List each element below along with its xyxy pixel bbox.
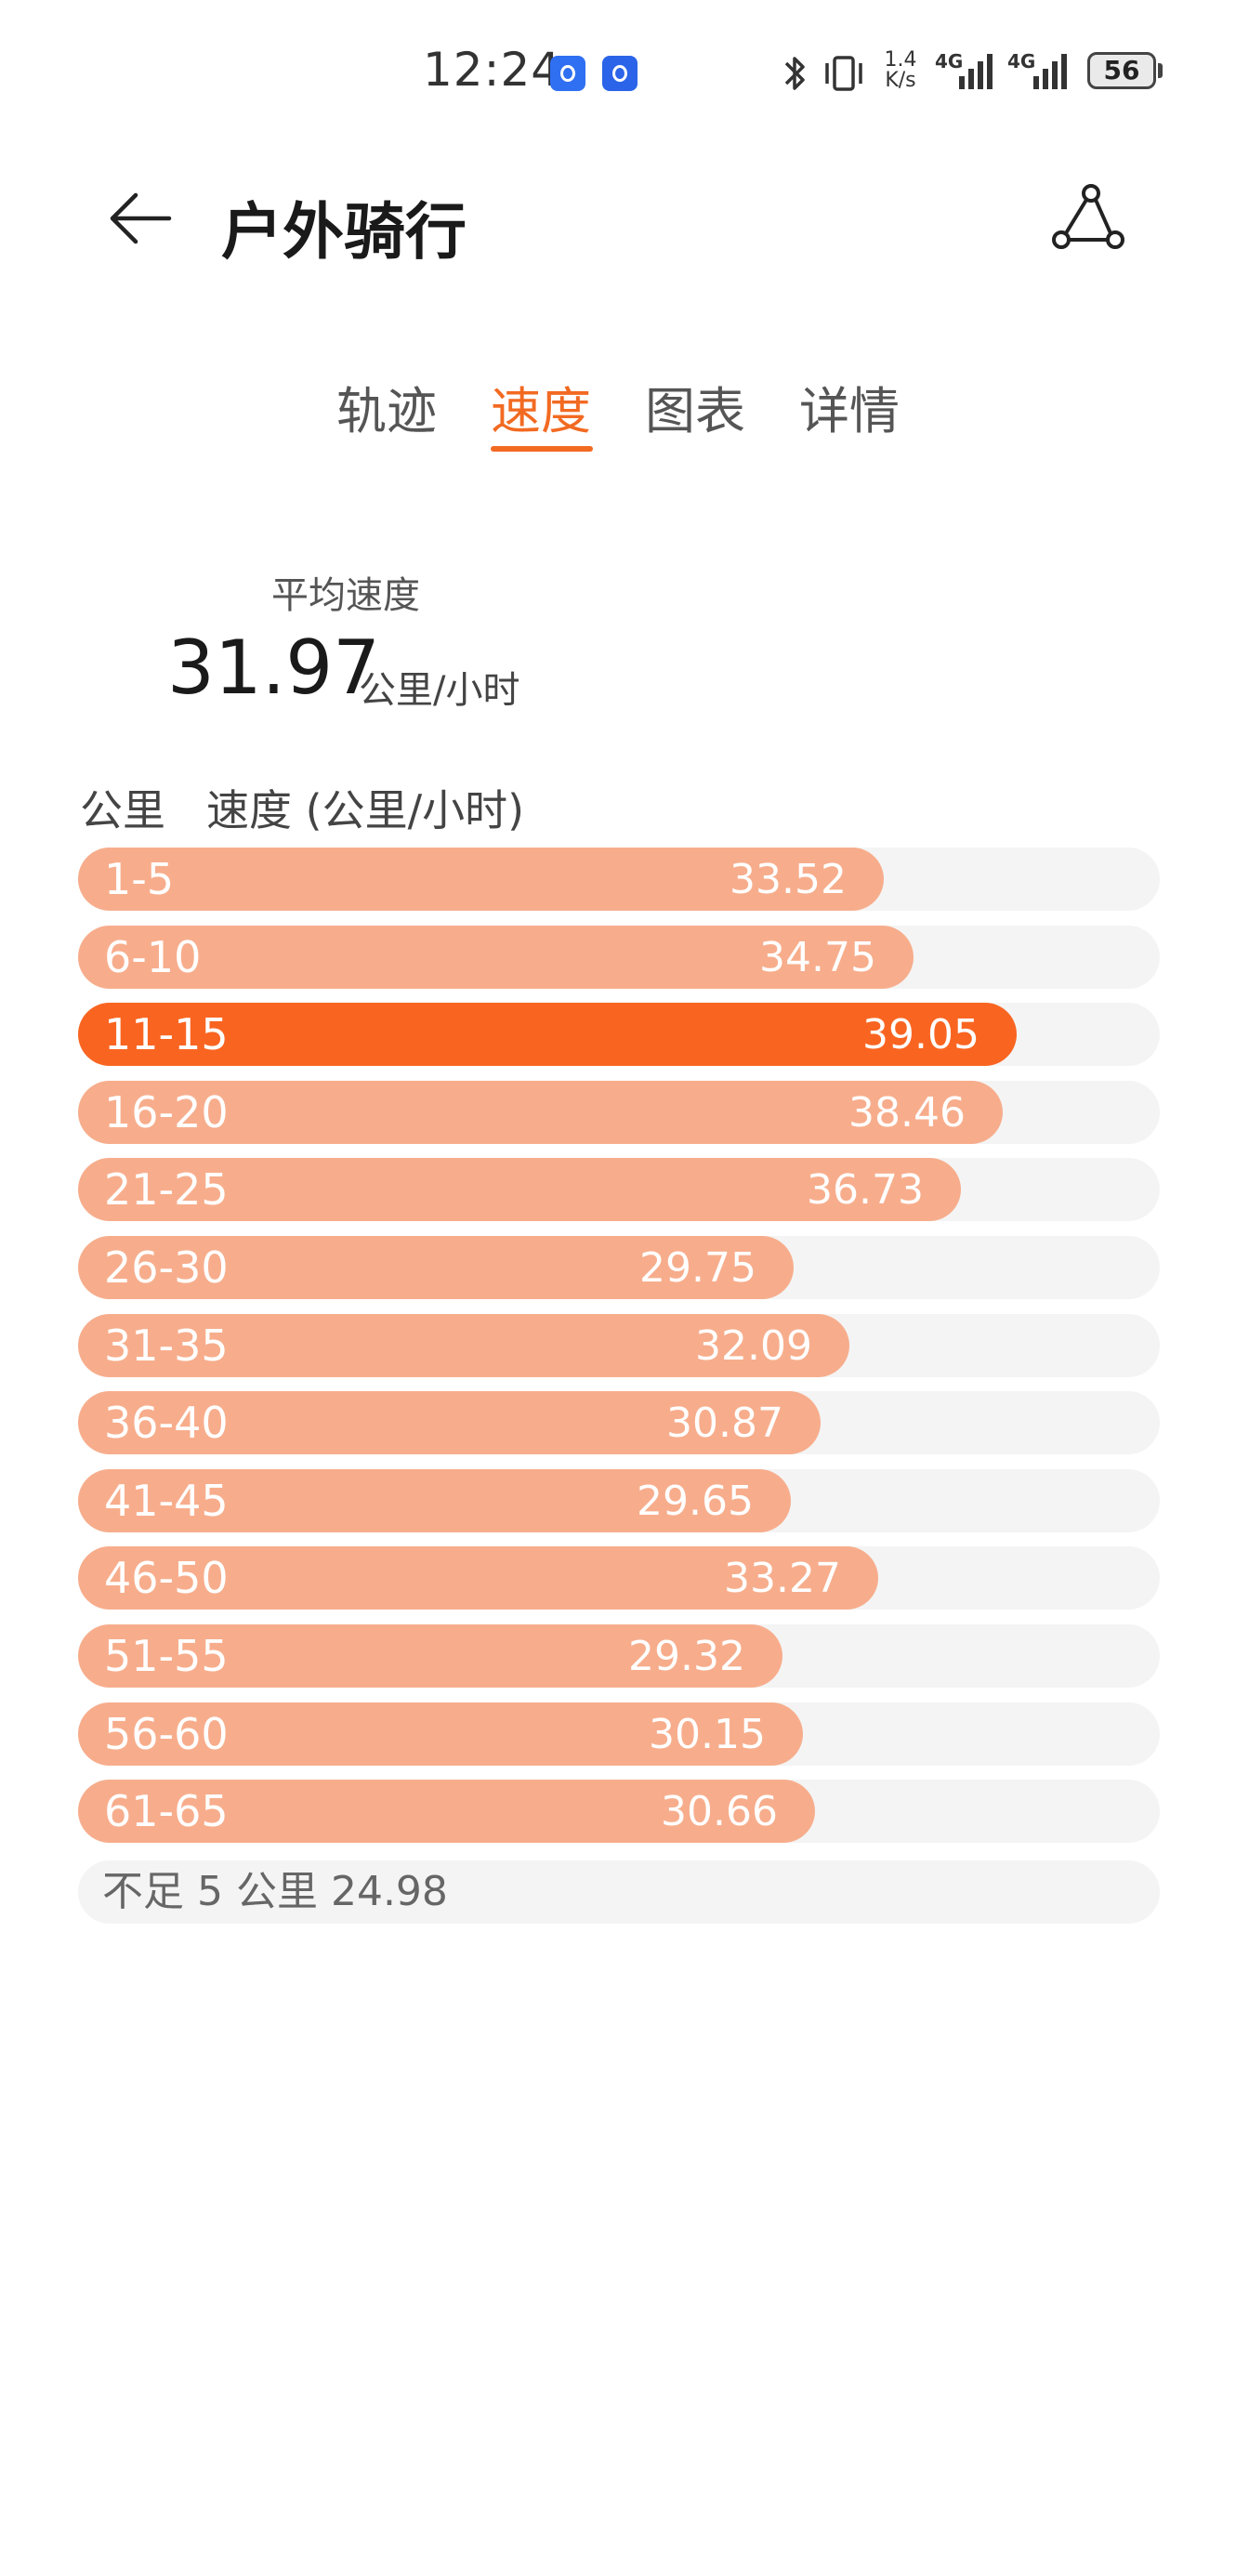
- bluetooth-icon: [784, 57, 805, 90]
- sim1-signal: 4G: [935, 48, 1002, 93]
- remainder-label: 不足 5 公里 24.98: [102, 1868, 448, 1915]
- speed-value: 33.52: [730, 856, 847, 903]
- page-title: 户外骑行: [221, 196, 467, 268]
- speed-bar: [78, 1780, 815, 1843]
- speed-bar: [78, 1158, 961, 1221]
- tab-details[interactable]: 详情: [799, 382, 900, 440]
- km-range-label: 6-10: [104, 932, 202, 982]
- speed-bar: [78, 1314, 849, 1377]
- sim2-signal: 4G: [1007, 48, 1078, 93]
- speed-bar: [78, 1469, 791, 1532]
- average-speed-label: 平均速度: [271, 574, 420, 617]
- speed-value: 29.75: [639, 1244, 756, 1292]
- speed-value: 38.46: [848, 1089, 966, 1137]
- battery-icon: 56: [1087, 52, 1156, 89]
- sim2-label: 4G: [1007, 50, 1036, 72]
- speed-bar: [78, 1236, 794, 1299]
- shield-app-icon: [602, 56, 638, 91]
- tab-speed[interactable]: 速度: [491, 382, 591, 440]
- speed-value: 29.65: [637, 1478, 754, 1525]
- active-tab-indicator: [491, 446, 593, 452]
- tab-track[interactable]: 轨迹: [336, 382, 437, 440]
- km-range-label: 36-40: [104, 1398, 229, 1448]
- speed-column-header: 速度 (公里/小时): [206, 785, 525, 835]
- speed-bar: [78, 1546, 878, 1610]
- speed-value: 29.32: [628, 1633, 745, 1680]
- battery-tip: [1158, 63, 1163, 78]
- km-column-header: 公里: [80, 785, 165, 835]
- km-range-label: 46-50: [104, 1553, 229, 1603]
- speed-value: 33.27: [724, 1555, 841, 1602]
- voice-app-icon: [550, 56, 585, 91]
- signal-icon: [959, 54, 993, 89]
- sim1-label: 4G: [935, 50, 964, 72]
- speed-bar: [78, 1003, 1017, 1066]
- arrow-left-icon[interactable]: [104, 186, 178, 251]
- km-range-label: 51-55: [104, 1631, 229, 1681]
- speed-value: 30.15: [649, 1711, 766, 1758]
- km-range-label: 21-25: [104, 1164, 229, 1215]
- tab-chart[interactable]: 图表: [645, 382, 745, 440]
- speed-bar: [78, 926, 914, 989]
- average-speed-unit: 公里/小时: [359, 669, 520, 712]
- speed-value: 34.75: [759, 934, 876, 981]
- speed-bar: [78, 1391, 821, 1454]
- speed-bar: [78, 1624, 782, 1688]
- speed-bar: [78, 848, 884, 911]
- km-range-label: 11-15: [104, 1009, 229, 1059]
- km-range-label: 26-30: [104, 1242, 229, 1293]
- speed-value: 39.05: [862, 1011, 979, 1058]
- vibrate-icon: [825, 56, 862, 91]
- remainder-row: [78, 1860, 1160, 1924]
- km-range-label: 16-20: [104, 1087, 229, 1137]
- network-speed-value: 1.4: [884, 48, 917, 72]
- km-range-label: 56-60: [104, 1709, 229, 1759]
- km-range-label: 61-65: [104, 1786, 229, 1836]
- km-range-label: 1-5: [104, 854, 175, 904]
- km-range-label: 41-45: [104, 1476, 229, 1526]
- speed-bar: [78, 1081, 1003, 1144]
- average-speed-value: 31.97: [167, 624, 381, 711]
- speed-value: 36.73: [807, 1166, 924, 1214]
- speed-value: 32.09: [695, 1322, 812, 1370]
- speed-value: 30.66: [661, 1788, 778, 1835]
- route-share-icon[interactable]: [1050, 182, 1126, 256]
- status-time: 12:24: [423, 43, 562, 97]
- network-speed: 1.4 K/s: [877, 50, 924, 91]
- km-range-label: 31-35: [104, 1321, 229, 1371]
- speed-value: 30.87: [666, 1400, 783, 1447]
- network-speed-unit: K/s: [885, 69, 916, 92]
- signal-icon: [1033, 54, 1067, 89]
- speed-bar: [78, 1702, 803, 1766]
